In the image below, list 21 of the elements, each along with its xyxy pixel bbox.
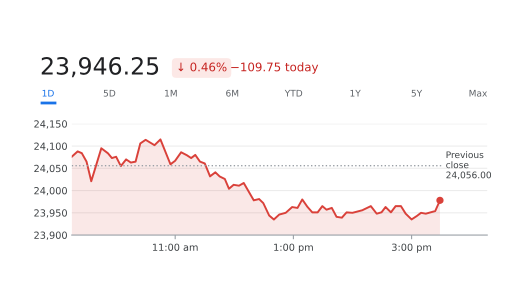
text: 6M — [226, 90, 238, 97]
text: 5D — [104, 90, 116, 97]
y-tick-label: 23,900 — [34, 232, 67, 240]
y-tick-label: 24,150 — [34, 120, 67, 129]
y-tick-label: 23,950 — [34, 209, 67, 218]
text: YTD — [284, 90, 302, 96]
text: 1Y — [350, 90, 361, 96]
y-tick-label: 24,100 — [34, 142, 67, 151]
x-tick-label: 3:00 pm — [392, 244, 432, 253]
x-tick-label: 1:00 pm — [274, 244, 313, 253]
text: 1M — [165, 90, 177, 96]
text: Max — [470, 90, 488, 97]
y-tick-label: 24,050 — [34, 164, 67, 174]
x-tick-label: 11:00 am — [152, 244, 198, 251]
y-tick-label: 24,000 — [34, 187, 67, 196]
text: 1D — [42, 90, 54, 96]
text: −109.75 today — [231, 62, 318, 74]
ref-line-label: Previous close 24,056.00 — [446, 151, 492, 180]
chart-title: 23,946.25 — [42, 56, 158, 78]
text: 5Y — [412, 90, 422, 97]
text: ↓ 0.46% — [178, 62, 226, 72]
